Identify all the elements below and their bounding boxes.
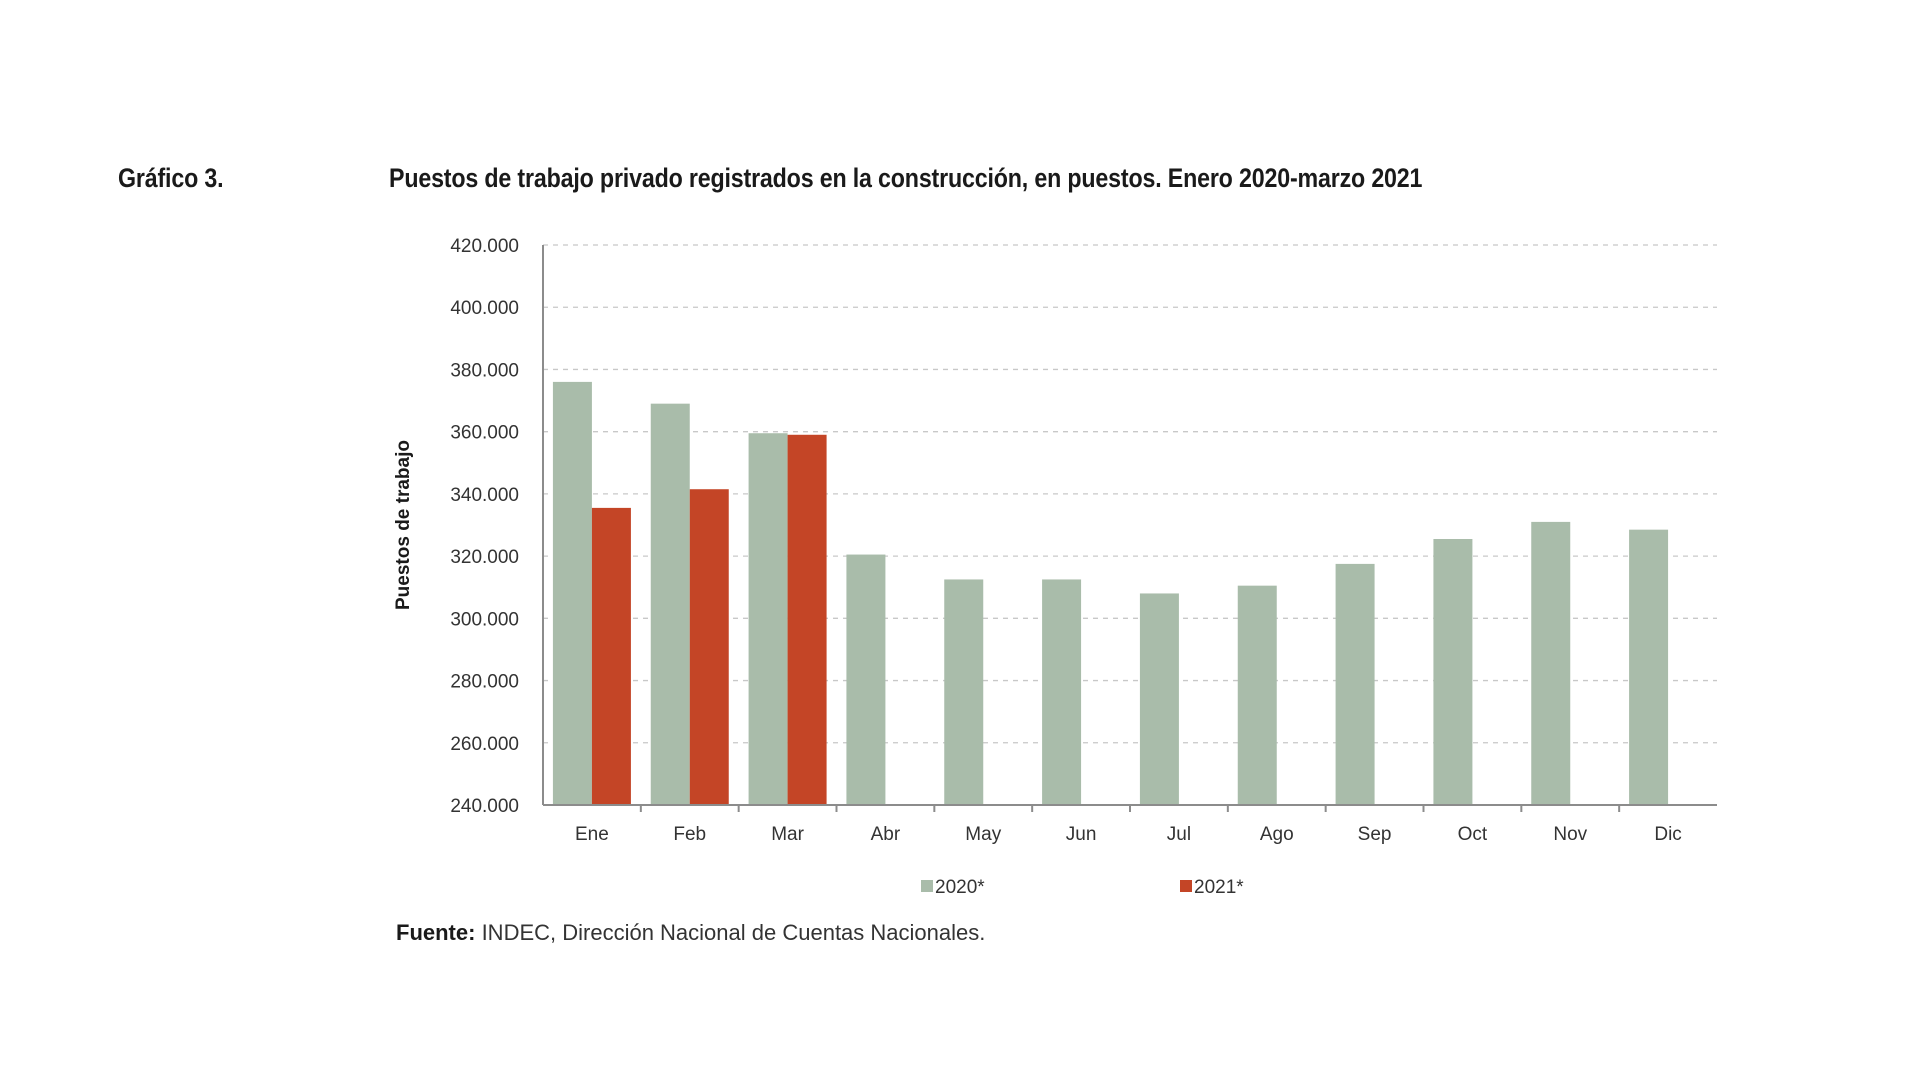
legend: 2020* 2021*: [921, 877, 1244, 898]
legend-label-2021: 2021*: [1194, 877, 1244, 898]
bar-2021-ene: [591, 507, 631, 805]
legend-label-2020: 2020*: [935, 877, 985, 898]
bar-2020-dic: [1629, 529, 1669, 805]
y-tick-label: 360.000: [450, 423, 519, 444]
legend-swatch-2021: [1180, 880, 1192, 892]
x-tick-label: Sep: [1358, 824, 1392, 845]
bar-2020-sep: [1335, 563, 1375, 805]
bar-2020-feb: [650, 403, 690, 805]
y-tick-label: 420.000: [450, 236, 519, 257]
x-tick-labels: Ene Feb Mar Abr May Jun Jul Ago Sep Oct Nov Dic: [575, 824, 1682, 845]
y-tick-label: 280.000: [450, 672, 519, 693]
bar-2020-ago: [1237, 585, 1277, 805]
y-tick-label: 320.000: [450, 547, 519, 568]
bar-2020-jul: [1139, 593, 1179, 805]
bar-2021-feb: [689, 489, 729, 805]
y-tick-label: 300.000: [450, 609, 519, 630]
source-note: Fuente: INDEC, Dirección Nacional de Cue…: [396, 920, 985, 946]
x-tick-label: Ene: [575, 824, 609, 845]
x-tick-label: May: [965, 824, 1001, 845]
bar-2020-oct: [1433, 539, 1473, 805]
figure-label: Gráfico 3.: [118, 163, 224, 193]
x-tick-label: Jul: [1167, 824, 1191, 845]
bar-2020-mar: [748, 433, 788, 805]
axes: [542, 245, 1717, 812]
x-tick-label: Nov: [1553, 824, 1587, 845]
y-tick-label: 400.000: [450, 298, 519, 319]
y-axis-label: Puestos de trabajo: [393, 440, 414, 610]
source-text: INDEC, Dirección Nacional de Cuentas Nac…: [475, 920, 986, 945]
legend-swatch-2020: [921, 880, 933, 892]
bar-2020-nov: [1531, 521, 1571, 805]
y-tick-labels: 240.000 260.000 280.000 300.000 320.000 340.0…: [450, 236, 519, 817]
bars: [552, 381, 1669, 805]
x-tick-label: Jun: [1066, 824, 1097, 845]
x-tick-label: Feb: [673, 824, 706, 845]
bar-2020-ene: [552, 381, 592, 805]
source-label: Fuente:: [396, 920, 476, 945]
x-tick-label: Abr: [871, 824, 901, 845]
bar-2020-may: [944, 579, 984, 805]
y-tick-label: 340.000: [450, 485, 519, 506]
x-tick-label: Ago: [1260, 824, 1294, 845]
bar-2020-abr: [846, 554, 886, 805]
x-tick-label: Dic: [1654, 824, 1681, 845]
x-tick-label: Oct: [1458, 824, 1488, 845]
bar-2020-jun: [1042, 579, 1082, 805]
bar-2021-mar: [787, 434, 827, 805]
y-tick-label: 380.000: [450, 360, 519, 381]
chart-title: Puestos de trabajo privado registrados e…: [389, 163, 1423, 193]
y-tick-label: 260.000: [450, 734, 519, 755]
y-tick-label: 240.000: [450, 796, 519, 817]
x-tick-label: Mar: [771, 824, 804, 845]
